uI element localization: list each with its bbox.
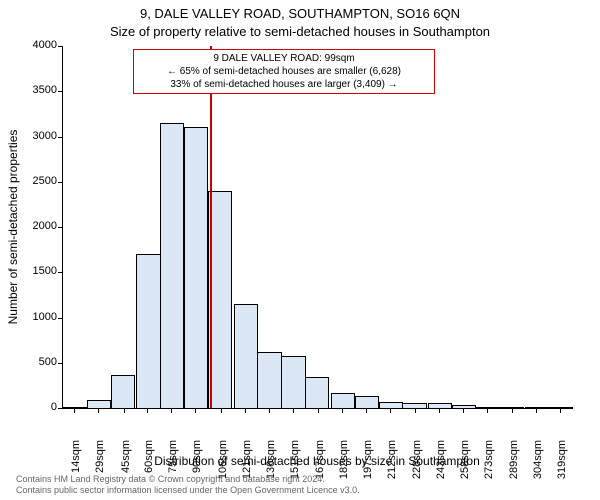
y-tick xyxy=(58,46,63,47)
x-tick xyxy=(147,408,148,413)
x-tick xyxy=(124,408,125,413)
x-tick xyxy=(293,408,294,413)
x-tick xyxy=(463,408,464,413)
x-tick xyxy=(98,408,99,413)
histogram-bar xyxy=(136,254,160,408)
histogram-bar xyxy=(355,396,379,408)
y-tick-label: 0 xyxy=(17,401,57,413)
histogram-bar xyxy=(331,393,355,408)
x-tick xyxy=(512,408,513,413)
y-tick-label: 2500 xyxy=(17,175,57,187)
histogram-bar xyxy=(111,375,135,408)
x-tick xyxy=(74,408,75,413)
y-tick xyxy=(58,91,63,92)
y-tick xyxy=(58,227,63,228)
x-tick xyxy=(221,408,222,413)
histogram-bar xyxy=(87,400,111,408)
x-tick xyxy=(487,408,488,413)
histogram-bar xyxy=(257,352,281,408)
histogram-bar xyxy=(234,304,258,408)
histogram-bar xyxy=(208,191,232,408)
x-tick xyxy=(366,408,367,413)
y-tick-label: 3500 xyxy=(17,84,57,96)
y-tick-label: 3000 xyxy=(17,130,57,142)
property-marker-line xyxy=(210,46,212,408)
footer-attribution: Contains HM Land Registry data © Crown c… xyxy=(16,474,360,496)
annotation-line1: 9 DALE VALLEY ROAD: 99sqm xyxy=(140,52,428,65)
x-tick xyxy=(171,408,172,413)
x-tick xyxy=(342,408,343,413)
x-tick xyxy=(536,408,537,413)
chart-title-sub: Size of property relative to semi-detach… xyxy=(0,24,600,39)
x-tick xyxy=(560,408,561,413)
y-tick-label: 1000 xyxy=(17,311,57,323)
chart-title-main: 9, DALE VALLEY ROAD, SOUTHAMPTON, SO16 6… xyxy=(0,6,600,21)
y-tick-label: 500 xyxy=(17,356,57,368)
y-tick xyxy=(58,408,63,409)
x-tick xyxy=(439,408,440,413)
plot-area: 0500100015002000250030003500400014sqm29s… xyxy=(62,46,573,409)
annotation-line2: ← 65% of semi-detached houses are smalle… xyxy=(140,65,428,78)
x-tick xyxy=(390,408,391,413)
x-axis-label: Distribution of semi-detached houses by … xyxy=(62,454,572,468)
x-tick xyxy=(269,408,270,413)
x-tick xyxy=(245,408,246,413)
annotation-line3: 33% of semi-detached houses are larger (… xyxy=(140,78,428,91)
x-tick xyxy=(318,408,319,413)
footer-line1: Contains HM Land Registry data © Crown c… xyxy=(16,474,360,485)
y-tick xyxy=(58,363,63,364)
y-tick-label: 4000 xyxy=(17,39,57,51)
histogram-bar xyxy=(305,377,329,408)
histogram-bar xyxy=(184,127,208,408)
y-tick-label: 1500 xyxy=(17,265,57,277)
y-tick xyxy=(58,318,63,319)
histogram-bar xyxy=(160,123,184,408)
x-tick xyxy=(415,408,416,413)
annotation-callout: 9 DALE VALLEY ROAD: 99sqm← 65% of semi-d… xyxy=(133,49,435,94)
footer-line2: Contains public sector information licen… xyxy=(16,485,360,496)
y-tick-label: 2000 xyxy=(17,220,57,232)
histogram-bar xyxy=(281,356,305,408)
y-tick xyxy=(58,137,63,138)
chart-container: 9, DALE VALLEY ROAD, SOUTHAMPTON, SO16 6… xyxy=(0,0,600,500)
y-tick xyxy=(58,272,63,273)
x-tick xyxy=(195,408,196,413)
y-tick xyxy=(58,182,63,183)
